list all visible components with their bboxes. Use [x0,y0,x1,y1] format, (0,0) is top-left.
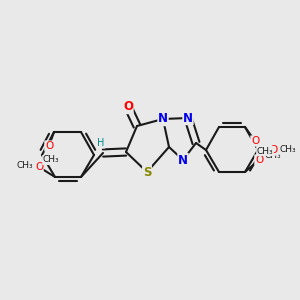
Text: N: N [158,112,168,125]
Text: O: O [255,155,263,165]
Text: O: O [270,145,278,155]
Text: CH₃: CH₃ [257,146,273,155]
Text: O: O [35,162,43,172]
Text: CH₃: CH₃ [265,152,281,160]
Text: CH₃: CH₃ [280,146,296,154]
Text: CH₃: CH₃ [17,160,33,169]
Text: S: S [143,166,151,178]
Text: CH₃: CH₃ [43,155,59,164]
Text: O: O [45,141,53,151]
Text: O: O [251,136,259,146]
Text: N: N [178,154,188,166]
Text: N: N [183,112,193,124]
Text: H: H [97,138,105,148]
Text: O: O [123,100,133,113]
